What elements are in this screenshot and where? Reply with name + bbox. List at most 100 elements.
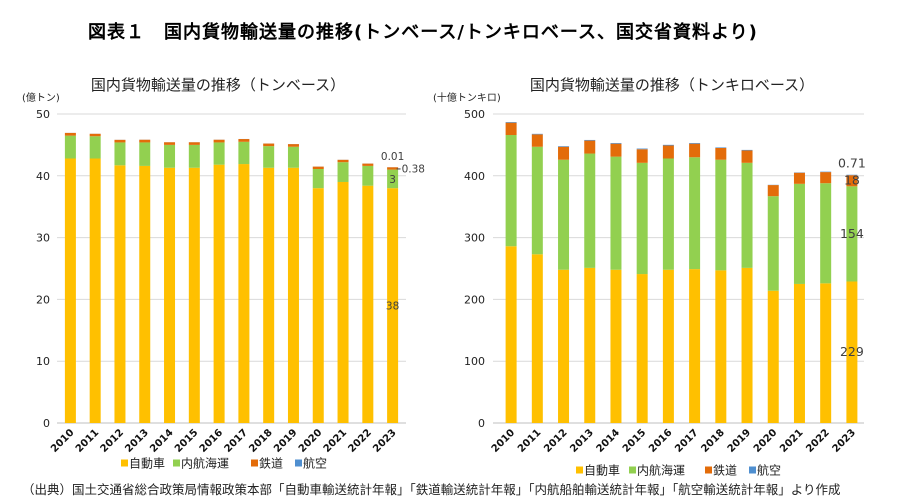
bar-rail-2014 (610, 143, 622, 157)
y-tick-label: 200 (464, 293, 485, 306)
chart-title: 国内貨物輸送量の推移（トンキロベース） (530, 76, 814, 94)
x-tick-label: 2017 (673, 427, 700, 454)
legend-swatch-coastal-shipping (629, 466, 636, 474)
plot-area: 0 100 200 300 400 500 201020112012201320142015… (464, 108, 866, 478)
x-tick-label: 2015 (621, 427, 648, 454)
bar-rail-2022 (362, 163, 374, 166)
source-note: （出典）国土交通省総合政策局情報政策本部「自動車輸送統計年報」「鉄道輸送統計年報… (22, 482, 841, 497)
bar-truck-2010 (64, 158, 76, 423)
legend-swatch-rail (705, 466, 712, 474)
bar-coastal-shipping-2010 (505, 135, 517, 247)
chart-tonne-km: 国内貨物輸送量の推移（トンキロベース） (十億トンキロ) 0 100 200 300 4… (433, 76, 866, 478)
bar-rail-2016 (213, 139, 225, 143)
x-tick-label: 2022 (804, 427, 831, 454)
x-tick-label: 2019 (726, 427, 753, 454)
bar-truck-2011 (89, 158, 101, 423)
bar-rail-2014 (164, 142, 176, 145)
data-label-truck: 229 (840, 344, 864, 359)
bar-rail-2011 (89, 133, 101, 137)
bar-rail-2023 (846, 175, 858, 187)
x-tick-label: 2021 (322, 427, 349, 454)
bar-truck-2020 (312, 188, 324, 423)
legend: 自動車 内航海運 鉄道 航空 (121, 456, 327, 471)
bar-coastal-shipping-2022 (362, 165, 374, 186)
data-label-air: 0.71 (838, 156, 866, 171)
bar-coastal-shipping-2020 (312, 169, 324, 189)
bar-rail-2010 (64, 132, 76, 136)
legend-label-truck: 自動車 (584, 464, 620, 478)
bar-truck-2016 (213, 164, 225, 423)
y-tick-label: 10 (36, 355, 50, 368)
bar-rail-2021 (337, 159, 349, 163)
bar-rail-2023 (387, 167, 399, 170)
bar-rail-2020 (767, 185, 779, 197)
bar-coastal-shipping-2012 (114, 142, 126, 166)
x-tick-label: 2020 (752, 427, 779, 454)
data-label-truck: 38 (386, 301, 399, 313)
bar-rail-2016 (662, 145, 674, 159)
bar-coastal-shipping-2011 (531, 146, 543, 255)
bar-truck-2015 (188, 167, 200, 423)
legend-label-rail: 鉄道 (713, 463, 737, 478)
bar-truck-2018 (715, 270, 727, 423)
bar-coastal-shipping-2023 (387, 169, 399, 189)
x-tick-label: 2016 (198, 427, 225, 454)
bar-coastal-shipping-2014 (610, 156, 622, 270)
x-tick-label: 2012 (542, 427, 569, 454)
legend-swatch-truck (121, 459, 128, 467)
bar-truck-2014 (164, 167, 176, 423)
y-tick-label: 20 (36, 293, 50, 306)
bar-truck-2023 (387, 188, 399, 423)
x-tick-label: 2010 (490, 427, 517, 454)
bar-coastal-shipping-2016 (213, 142, 225, 165)
bar-air-2017 (689, 142, 701, 144)
bar-air-2012 (558, 146, 570, 147)
legend: 自動車 内航海運 鉄道 航空 (576, 463, 781, 478)
y-tick-label: 0 (478, 417, 485, 430)
bar-rail-2020 (312, 166, 324, 170)
y-tick-label: 30 (36, 232, 50, 245)
data-label-air: 0.01 (381, 151, 404, 163)
bar-rail-2013 (139, 139, 151, 143)
y-tick-label: 400 (464, 170, 485, 183)
bar-air-2015 (636, 148, 648, 150)
bar-truck-2013 (584, 267, 596, 423)
bar-air-2016 (662, 144, 674, 146)
x-tick-label: 2011 (516, 427, 543, 454)
y-axis-unit-label: (億トン) (22, 91, 60, 104)
bar-coastal-shipping-2013 (139, 142, 151, 166)
y-tick-label: 100 (464, 355, 485, 368)
x-tick-label: 2022 (346, 427, 373, 454)
bar-coastal-shipping-2022 (820, 183, 832, 284)
legend-label-coastal-shipping: 内航海運 (637, 463, 685, 478)
bar-rail-2010 (505, 122, 517, 136)
bar-coastal-shipping-2017 (238, 141, 250, 165)
x-tick-label: 2018 (247, 427, 274, 454)
bar-truck-2021 (793, 283, 805, 423)
bar-truck-2015 (636, 274, 648, 423)
bar-air-2013 (584, 139, 596, 141)
bar-rail-2011 (531, 134, 543, 147)
bar-coastal-shipping-2018 (263, 146, 275, 168)
bar-truck-2017 (238, 164, 250, 424)
bar-coastal-shipping-2017 (689, 157, 701, 270)
x-tick-label: 2017 (223, 427, 250, 454)
chart-title: 国内貨物輸送量の推移（トンベース） (91, 76, 345, 94)
bar-coastal-shipping-2011 (89, 136, 101, 159)
y-tick-label: 50 (36, 108, 50, 121)
bar-truck-2021 (337, 181, 349, 423)
x-tick-label: 2010 (49, 427, 76, 454)
data-label-rail: 18 (844, 173, 860, 188)
bar-rail-2018 (263, 143, 275, 147)
legend-label-rail: 鉄道 (259, 456, 283, 471)
bar-rail-2019 (741, 150, 753, 163)
bar-coastal-shipping-2015 (636, 162, 648, 275)
legend-swatch-air (295, 459, 302, 467)
x-tick-label: 2014 (595, 427, 622, 454)
bar-rail-2012 (114, 139, 126, 143)
legend-label-air: 航空 (303, 456, 327, 471)
bar-truck-2022 (820, 283, 832, 423)
bar-rail-2017 (689, 143, 701, 158)
x-tick-label: 2023 (371, 427, 398, 454)
